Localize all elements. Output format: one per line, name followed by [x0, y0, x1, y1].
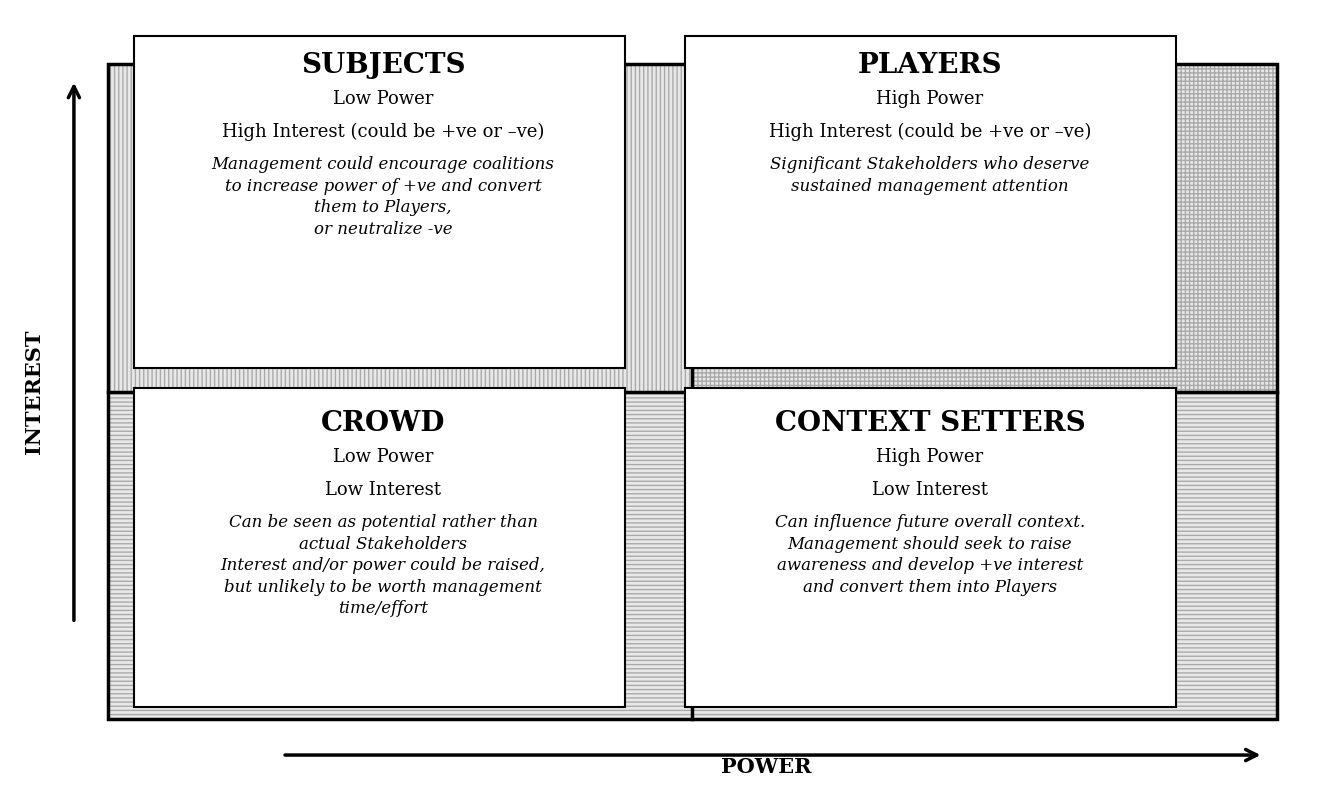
- Text: Low Power: Low Power: [333, 90, 433, 109]
- Bar: [134, 388, 625, 707]
- Text: Low Power: Low Power: [333, 448, 433, 467]
- Bar: [134, 36, 625, 368]
- Text: Can influence future overall context.
Management should seek to raise
awareness : Can influence future overall context. Ma…: [775, 514, 1085, 596]
- Text: Low Interest: Low Interest: [872, 481, 988, 499]
- Text: High Power: High Power: [876, 448, 984, 467]
- Text: CROWD: CROWD: [321, 410, 445, 437]
- Bar: [685, 36, 1176, 368]
- Text: INTEREST: INTEREST: [24, 329, 43, 454]
- Text: High Power: High Power: [876, 90, 984, 109]
- Text: POWER: POWER: [720, 757, 812, 777]
- Text: Can be seen as potential rather than
actual Stakeholders
Interest and/or power c: Can be seen as potential rather than act…: [220, 514, 546, 617]
- Bar: [108, 64, 692, 392]
- Text: Significant Stakeholders who deserve
sustained management attention: Significant Stakeholders who deserve sus…: [770, 156, 1090, 195]
- Bar: [692, 392, 1277, 719]
- Text: Management could encourage coalitions
to increase power of +ve and convert
them : Management could encourage coalitions to…: [211, 156, 555, 238]
- Bar: [685, 388, 1176, 707]
- Bar: [692, 64, 1277, 392]
- Text: High Interest (could be +ve or –ve): High Interest (could be +ve or –ve): [769, 123, 1091, 141]
- Text: Low Interest: Low Interest: [325, 481, 441, 499]
- Bar: [108, 64, 1277, 719]
- Text: PLAYERS: PLAYERS: [857, 52, 1003, 79]
- Text: SUBJECTS: SUBJECTS: [301, 52, 465, 79]
- Text: CONTEXT SETTERS: CONTEXT SETTERS: [774, 410, 1086, 437]
- Text: High Interest (could be +ve or –ve): High Interest (could be +ve or –ve): [222, 123, 544, 141]
- Bar: [108, 392, 692, 719]
